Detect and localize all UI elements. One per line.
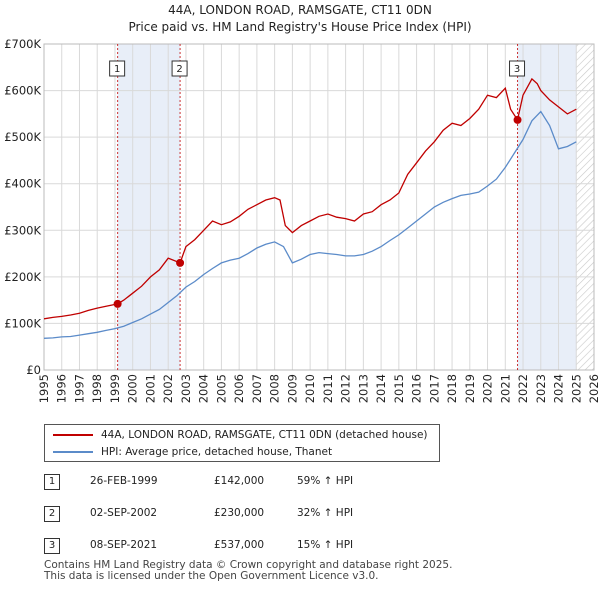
sale-hpi-change: 32% ↑ HPI <box>297 507 354 519</box>
x-tick-label: 1999 <box>108 374 122 403</box>
x-axis: 1995 1996 1997 1998 1999 2000 2001 2002 2003 2004… <box>37 374 600 403</box>
x-tick-label: 1995 <box>37 374 51 403</box>
footer-attribution: Contains HM Land Registry data © Crown c… <box>44 560 452 582</box>
legend-item-property: 44A, LONDON ROAD, RAMSGATE, CT11 0DN (de… <box>45 427 435 443</box>
sale-price: £230,000 <box>214 507 265 519</box>
x-tick-label: 2011 <box>321 374 335 403</box>
legend-label-hpi: HPI: Average price, detached house, Than… <box>101 446 333 458</box>
sale-price: £142,000 <box>214 475 265 487</box>
sale-annotation-box <box>171 60 188 77</box>
footer-line1: Contains HM Land Registry data © Crown c… <box>44 559 453 571</box>
x-tick-label: 2003 <box>179 374 193 403</box>
x-tick-label: 1996 <box>55 374 69 403</box>
sale-row: 2 02-SEP-2002 £230,000 32% ↑ HPI <box>44 506 404 524</box>
x-tick-label: 2004 <box>197 374 211 403</box>
sale-row: 3 08-SEP-2021 £537,000 15% ↑ HPI <box>44 538 404 556</box>
x-tick-label: 2001 <box>143 374 157 403</box>
sale-price: £537,000 <box>214 539 265 551</box>
chart-title: 44A, LONDON ROAD, RAMSGATE, CT11 0DN Pri… <box>0 2 600 36</box>
legend-swatch-hpi <box>53 451 93 453</box>
x-tick-label: 2010 <box>303 374 317 403</box>
x-tick-label: 1998 <box>90 374 104 403</box>
x-tick-label: 2024 <box>552 374 566 403</box>
x-tick-label: 2022 <box>516 374 530 403</box>
shaded-range <box>117 44 181 370</box>
x-tick-label: 2002 <box>161 374 175 403</box>
forecast-hatch <box>576 44 594 370</box>
sale-hpi-change: 59% ↑ HPI <box>297 475 354 487</box>
x-tick-label: 1997 <box>72 374 86 403</box>
x-tick-label: 2015 <box>392 374 406 403</box>
x-tick-label: 2007 <box>250 374 264 403</box>
x-tick-label: 2012 <box>339 374 353 403</box>
hpi-series-line <box>44 110 577 339</box>
x-tick-label: 2000 <box>126 374 140 403</box>
legend-swatch-property <box>53 434 93 436</box>
shaded-range <box>517 44 577 370</box>
x-tick-label: 2026 <box>587 374 600 403</box>
x-tick-label: 2023 <box>534 374 548 403</box>
y-tick-label: £0 <box>26 363 41 377</box>
x-tick-label: 2013 <box>356 374 370 403</box>
y-tick-label: £400K <box>4 177 41 191</box>
x-tick-label: 2020 <box>481 374 495 403</box>
chart-title-line1: 44A, LONDON ROAD, RAMSGATE, CT11 0DN <box>168 3 432 17</box>
sale-annotation-box <box>509 60 526 77</box>
y-tick-label: £100K <box>4 316 41 330</box>
sale-marker <box>113 299 122 308</box>
x-tick-label: 2008 <box>268 374 282 403</box>
footer-line2: This data is licensed under the Open Gov… <box>44 570 379 582</box>
x-tick-label: 2014 <box>374 374 388 403</box>
x-tick-label: 2005 <box>214 374 228 403</box>
sale-annotation-box <box>109 60 126 77</box>
chart-title-line2: Price paid vs. HM Land Registry's House … <box>128 20 472 34</box>
sale-number-badge: 3 <box>44 538 60 554</box>
legend-item-hpi: HPI: Average price, detached house, Than… <box>45 444 435 460</box>
x-tick-label: 2016 <box>410 374 424 403</box>
sale-number-badge: 2 <box>44 506 60 522</box>
y-tick-label: £200K <box>4 270 41 284</box>
sale-annotation-label: 2 <box>176 64 182 75</box>
property-series-line <box>44 77 577 320</box>
sale-marker <box>513 115 522 124</box>
x-tick-label: 2025 <box>569 374 583 403</box>
sale-hpi-change: 15% ↑ HPI <box>297 539 354 551</box>
sale-markers <box>113 115 522 308</box>
legend-label-property: 44A, LONDON ROAD, RAMSGATE, CT11 0DN (de… <box>101 429 428 441</box>
sale-row: 1 26-FEB-1999 £142,000 59% ↑ HPI <box>44 474 404 492</box>
sale-annotation-label: 1 <box>114 64 120 75</box>
sale-date: 08-SEP-2021 <box>90 539 158 551</box>
sale-annotation-label: 3 <box>514 64 520 75</box>
y-axis: £0 £100K £200K £300K £400K £500K £600K £700K <box>4 37 41 377</box>
price-chart: 1 2 3 £0 £100K £200K £300K £400K £500K £600K £700… <box>4 37 600 403</box>
shaded-ranges <box>117 44 577 370</box>
y-tick-label: £600K <box>4 84 41 98</box>
legend: 44A, LONDON ROAD, RAMSGATE, CT11 0DN (de… <box>44 424 440 462</box>
x-tick-label: 2009 <box>285 374 299 403</box>
plot-frame <box>43 43 595 371</box>
sale-date: 02-SEP-2002 <box>90 507 158 519</box>
y-tick-label: £500K <box>4 130 41 144</box>
x-tick-label: 2021 <box>498 374 512 403</box>
x-tick-label: 2017 <box>427 374 441 403</box>
x-tick-label: 2019 <box>463 374 477 403</box>
sale-date: 26-FEB-1999 <box>90 475 158 487</box>
sale-marker <box>176 258 185 267</box>
sale-number-badge: 1 <box>44 474 60 490</box>
y-tick-label: £700K <box>4 37 41 51</box>
y-tick-label: £300K <box>4 223 41 237</box>
x-tick-label: 2018 <box>445 374 459 403</box>
x-tick-label: 2006 <box>232 374 246 403</box>
sale-annotation-boxes: 1 2 3 <box>109 60 526 77</box>
